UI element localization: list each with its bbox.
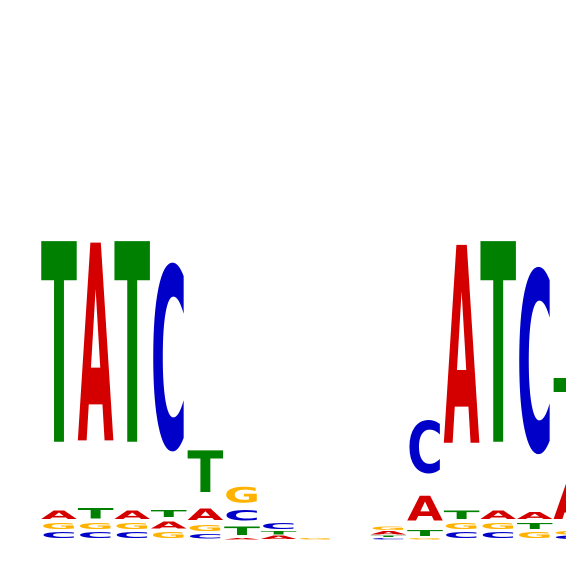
letter-G-pos-6: G	[224, 483, 260, 508]
letter-C-pos-3: C	[114, 531, 150, 540]
letter-T-pos-11: T	[407, 529, 443, 538]
letter-A-pos-6: A	[224, 538, 261, 540]
letter-G-pos-8: G	[297, 538, 333, 540]
letter-G-pos-1: G	[41, 522, 77, 531]
letter-T-pos-1: T	[41, 186, 77, 507]
letter-T-pos-13: T	[480, 186, 516, 507]
letter-A-pos-3: A	[114, 508, 151, 522]
letter-C-pos-1: C	[41, 531, 77, 540]
letter-G-pos-11: G	[407, 538, 443, 540]
letter-T-pos-2: T	[78, 506, 115, 522]
letter-G-pos-12: G	[444, 522, 480, 531]
letter-C-pos-13: C	[480, 531, 516, 540]
letter-T-pos-14: T	[517, 522, 553, 531]
letter-T-pos-4: T	[151, 508, 187, 519]
letter-C-pos-7: C	[261, 522, 297, 531]
letter-C-pos-4: C	[151, 218, 187, 508]
letter-C-pos-14: C	[517, 222, 553, 511]
letter-G-pos-3: G	[114, 522, 150, 531]
letter-G-pos-14: G	[517, 531, 553, 540]
letter-T-pos-10: T	[370, 535, 407, 537]
letter-G-pos-15: G	[553, 531, 566, 536]
letter-G-pos-2: G	[78, 522, 114, 531]
letter-A-pos-4: A	[151, 519, 187, 530]
letter-C-pos-2: C	[78, 531, 114, 540]
letter-C-pos-12: C	[444, 531, 480, 540]
letter-A-pos-1: A	[41, 508, 78, 522]
letter-A-pos-5: A	[187, 506, 223, 524]
letter-C-pos-11: C	[407, 407, 443, 490]
letter-A-pos-11: A	[407, 489, 444, 529]
logo-column-8: G	[297, 538, 333, 540]
letter-G-pos-4: G	[151, 531, 187, 540]
letter-T-pos-3: T	[114, 186, 150, 507]
letter-C-pos-15: C	[553, 536, 566, 541]
letter-T-pos-5: T	[187, 439, 224, 505]
letter-A-pos-14: A	[517, 510, 553, 521]
letter-C-pos-5: C	[187, 533, 223, 540]
letter-A-pos-15: A	[553, 475, 566, 531]
logo-column-7: ATC	[261, 522, 298, 540]
letter-T-pos-12: T	[444, 508, 480, 522]
letter-A-pos-7: A	[261, 535, 298, 540]
letter-G-pos-5: G	[187, 524, 223, 533]
letter-A-pos-12: A	[444, 190, 480, 506]
letter-T-pos-7: T	[261, 531, 298, 536]
letter-T-pos-15: T	[553, 359, 566, 474]
letter-C-pos-10: C	[370, 538, 406, 540]
letter-T-pos-6: T	[224, 524, 260, 538]
letter-A-pos-10: A	[370, 531, 407, 536]
letter-G-pos-10: G	[370, 526, 406, 531]
letter-A-pos-13: A	[480, 508, 517, 522]
letter-C-pos-6: C	[224, 508, 260, 524]
letter-G-pos-13: G	[480, 522, 516, 531]
letter-A-pos-2: A	[78, 188, 114, 504]
